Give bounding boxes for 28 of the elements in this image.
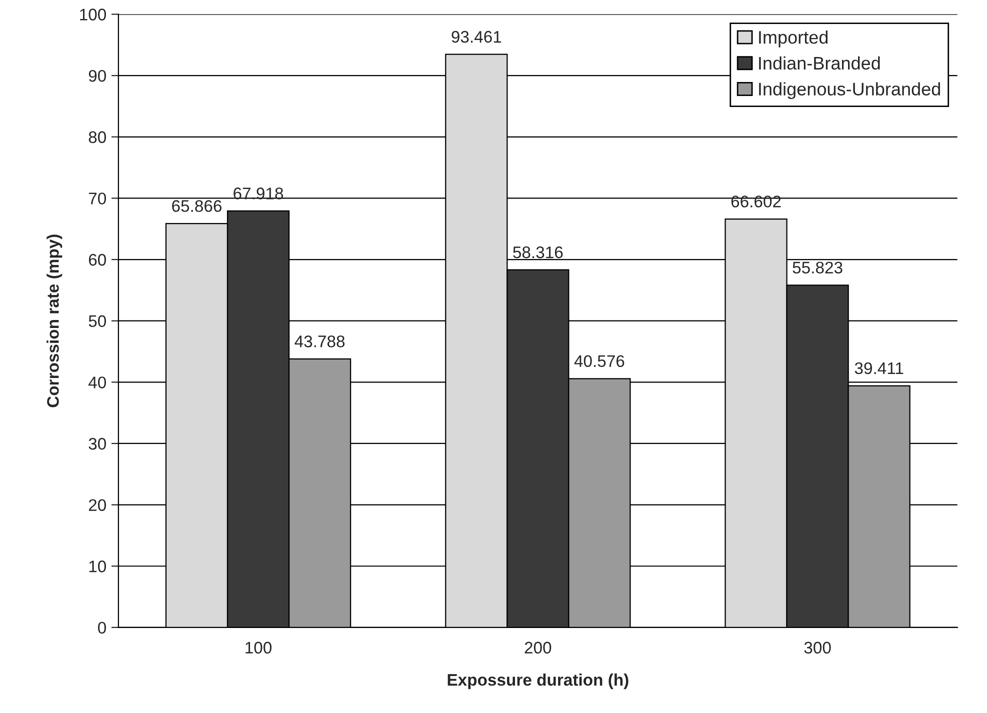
y-tick-label: 20	[88, 499, 106, 512]
data-label: 55.823	[792, 262, 842, 274]
y-tick-label: 80	[88, 131, 106, 144]
legend-label: Indian-Branded	[759, 56, 880, 70]
y-tick-label: 30	[88, 438, 106, 450]
data-label: 93.461	[452, 30, 502, 43]
data-label: 43.788	[294, 336, 345, 348]
x-tick-label: 200	[524, 642, 552, 654]
x-axis-title: Expossure duration (h)	[448, 674, 628, 690]
y-tick-label: 0	[98, 622, 106, 634]
legend-label: Imported	[759, 30, 828, 48]
data-label: 65.866	[172, 200, 222, 212]
legend-label: Indigenous-Unbranded	[759, 82, 940, 100]
y-tick-label: 40	[88, 376, 106, 388]
data-label: 67.918	[234, 188, 284, 200]
y-tick-label: 100	[80, 8, 106, 20]
data-label: 40.576	[574, 355, 624, 368]
y-tick-label: 90	[88, 70, 106, 82]
x-tick-label: 300	[804, 642, 831, 654]
y-tick-label: 10	[89, 560, 106, 572]
data-label: 39.411	[854, 362, 904, 374]
y-axis-title: Corrossion rate (mpy)	[46, 234, 62, 408]
y-tick-label: 60	[88, 254, 106, 266]
y-tick-label: 50	[88, 315, 106, 328]
data-label: 66.602	[731, 196, 781, 208]
y-tick-label: 70	[88, 192, 106, 204]
data-label: 58.316	[513, 246, 563, 258]
x-tick-label: 100	[246, 642, 272, 654]
